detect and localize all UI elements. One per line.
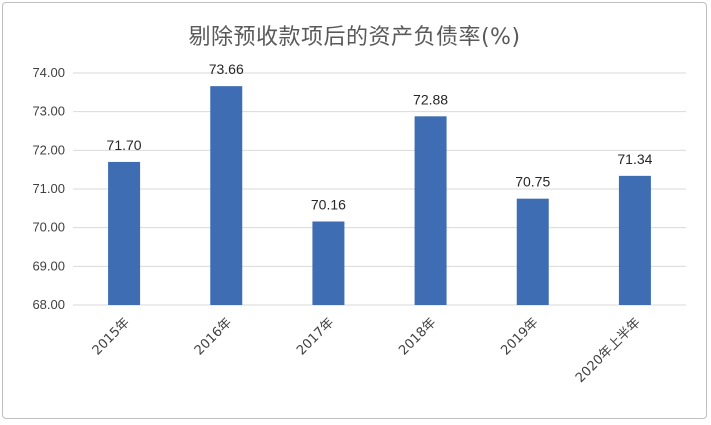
x-category-label: 2018年: [396, 315, 439, 358]
bar: [414, 116, 447, 305]
data-label: 70.16: [311, 196, 346, 212]
x-category-label: 2017年: [294, 315, 337, 358]
data-label: 71.70: [107, 137, 142, 153]
x-category-label: 2015年: [90, 315, 133, 358]
y-tick-label: 73.00: [32, 104, 65, 119]
chart-frame: 剔除预收款项后的资产负债率(%) 68.00 69.00 70.00 71.00 72.…: [2, 2, 707, 419]
y-axis-tick-labels: 68.00 69.00 70.00 71.00 72.00 73.00 74.00: [32, 65, 65, 312]
chart-title: 剔除预收款项后的资产负债率(%): [188, 25, 521, 50]
bar: [210, 86, 243, 305]
x-category-label: 2016年: [192, 315, 235, 358]
x-category-label: 2020年上半年: [573, 315, 644, 386]
x-category-label: 2019年: [498, 315, 541, 358]
y-tick-label: 72.00: [32, 142, 65, 157]
data-label: 71.34: [617, 151, 652, 167]
x-axis-category-labels: 2015年 2016年 2017年 2018年 2019年 2020年上半年: [90, 315, 644, 386]
y-tick-label: 71.00: [32, 181, 65, 196]
y-tick-label: 74.00: [32, 65, 65, 80]
gridlines: [73, 72, 686, 306]
y-tick-label: 69.00: [32, 258, 65, 273]
bar: [312, 221, 345, 305]
y-tick-label: 68.00: [32, 297, 65, 312]
bars: [108, 86, 651, 305]
bar: [618, 175, 651, 305]
y-tick-label: 70.00: [32, 220, 65, 235]
data-labels: 71.70 73.66 70.16 72.88 70.75 71.34: [107, 61, 653, 212]
data-label: 73.66: [209, 61, 244, 77]
bar: [516, 198, 549, 305]
bar-chart: 68.00 69.00 70.00 71.00 72.00 73.00 74.00 71.7…: [32, 61, 686, 386]
bar: [108, 161, 141, 305]
data-label: 70.75: [515, 174, 550, 190]
data-label: 72.88: [413, 91, 448, 107]
